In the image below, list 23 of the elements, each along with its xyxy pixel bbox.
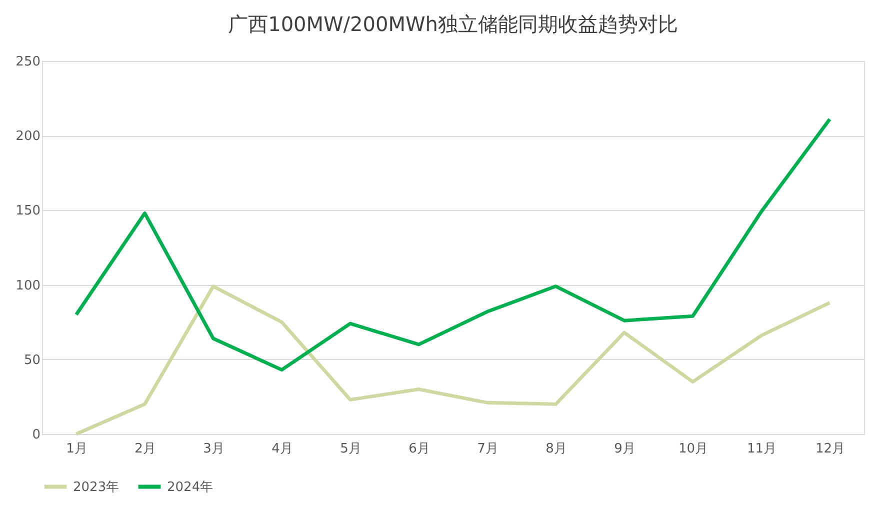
x-tick-label: 7月	[477, 442, 498, 456]
y-tick-label: 100	[16, 278, 40, 294]
x-tick-label: 2月	[134, 442, 156, 456]
legend-label: 2023年	[73, 480, 120, 495]
legend-label: 2024年	[167, 480, 214, 495]
x-tick-label: 1月	[66, 442, 88, 456]
x-tick-label: 4月	[272, 442, 293, 456]
x-tick-label: 11月	[746, 442, 777, 456]
x-tick-label: 8月	[546, 442, 567, 456]
y-tick-label: 200	[16, 129, 40, 144]
y-tick-label: 0	[32, 428, 40, 442]
x-tick-label: 12月	[815, 442, 846, 456]
x-tick-label: 5月	[340, 442, 362, 456]
chart-title: 广西100MW/200MWh独立储能同期收益趋势对比	[228, 12, 678, 36]
x-tick-label: 10月	[678, 442, 708, 456]
y-tick-label: 250	[16, 54, 40, 70]
line-series	[74, 117, 832, 372]
x-tick-label: 3月	[203, 442, 224, 456]
x-tick-label: 6月	[408, 442, 430, 456]
y-tick-label: 150	[16, 204, 40, 219]
x-tick-label: 9月	[614, 442, 636, 456]
y-tick-label: 50	[24, 352, 40, 368]
line-series	[74, 284, 832, 436]
